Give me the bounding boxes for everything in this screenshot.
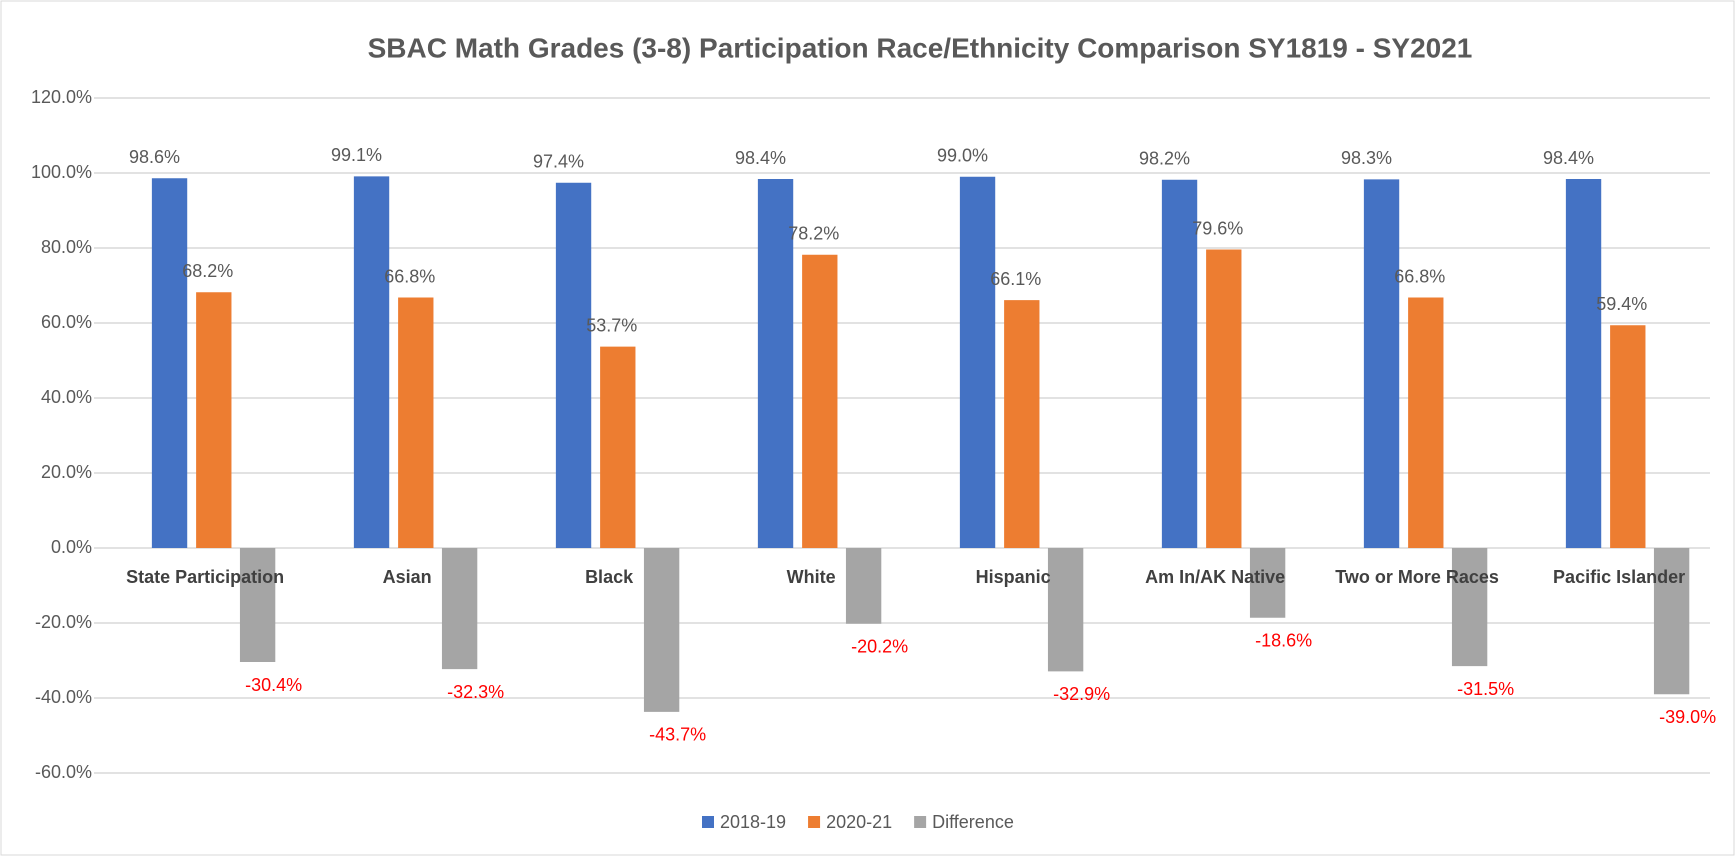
bar xyxy=(643,548,680,712)
bar xyxy=(1451,548,1488,667)
data-label: 98.6% xyxy=(129,147,180,167)
y-tick-label: -20.0% xyxy=(35,612,92,632)
data-label: 98.4% xyxy=(1543,148,1594,168)
bar xyxy=(600,346,636,548)
chart-title: SBAC Math Grades (3-8) Participation Rac… xyxy=(368,32,1473,63)
data-label: 66.1% xyxy=(990,269,1041,289)
x-tick-label: Black xyxy=(585,567,634,587)
bar xyxy=(555,182,592,548)
bar xyxy=(1408,297,1444,548)
y-tick-label: 120.0% xyxy=(31,87,92,107)
data-label: 79.6% xyxy=(1192,218,1243,238)
data-label: -20.2% xyxy=(851,637,908,657)
data-label: 98.4% xyxy=(735,148,786,168)
data-label: -32.3% xyxy=(447,682,504,702)
bar xyxy=(151,178,188,548)
data-label: 66.8% xyxy=(384,266,435,286)
bar xyxy=(1653,548,1690,695)
data-label: -43.7% xyxy=(649,725,706,745)
x-tick-label: State Participation xyxy=(126,567,284,587)
data-label: -30.4% xyxy=(245,675,302,695)
x-tick-label: White xyxy=(787,567,836,587)
y-tick-label: 60.0% xyxy=(41,312,92,332)
data-label: 98.3% xyxy=(1341,148,1392,168)
legend-swatch xyxy=(702,816,714,828)
data-label: 59.4% xyxy=(1596,294,1647,314)
bar xyxy=(1565,179,1602,548)
legend-swatch xyxy=(808,816,821,828)
legend-label: 2020-21 xyxy=(826,812,892,832)
bar xyxy=(398,297,434,548)
bar xyxy=(1363,179,1400,548)
bar xyxy=(1004,300,1040,548)
data-label: -39.0% xyxy=(1659,707,1716,727)
y-tick-label: -40.0% xyxy=(35,687,92,707)
y-tick-label: 100.0% xyxy=(31,162,92,182)
data-label: 98.2% xyxy=(1139,149,1190,169)
data-label: 53.7% xyxy=(586,315,637,335)
bar xyxy=(845,548,882,624)
y-tick-label: -60.0% xyxy=(35,762,92,782)
bar xyxy=(441,548,478,670)
data-label: 97.4% xyxy=(533,152,584,172)
x-tick-label: Am In/AK Native xyxy=(1145,567,1285,587)
bar xyxy=(353,176,390,548)
bar xyxy=(1161,179,1198,548)
legend-label: Difference xyxy=(932,812,1014,832)
data-label: -31.5% xyxy=(1457,679,1514,699)
bar xyxy=(196,292,232,548)
bar xyxy=(1249,548,1286,618)
bar xyxy=(959,176,996,548)
x-tick-label: Asian xyxy=(383,567,432,587)
y-tick-label: 80.0% xyxy=(41,237,92,257)
y-tick-label: 20.0% xyxy=(41,462,92,482)
data-label: 66.8% xyxy=(1394,266,1445,286)
data-label: -18.6% xyxy=(1255,631,1312,651)
bar xyxy=(802,254,838,548)
data-label: 99.0% xyxy=(937,146,988,166)
legend-label: 2018-19 xyxy=(720,812,786,832)
data-label: 68.2% xyxy=(182,261,233,281)
legend-swatch xyxy=(914,816,927,828)
bar xyxy=(757,179,794,548)
bar xyxy=(1047,548,1084,672)
data-label: 78.2% xyxy=(788,224,839,244)
bar xyxy=(1206,249,1242,548)
bar xyxy=(239,548,276,662)
y-tick-label: 40.0% xyxy=(41,387,92,407)
data-label: -32.9% xyxy=(1053,684,1110,704)
x-tick-label: Hispanic xyxy=(976,567,1051,587)
x-tick-label: Two or More Races xyxy=(1335,567,1499,587)
y-tick-label: 0.0% xyxy=(51,537,92,557)
bar xyxy=(1610,325,1646,548)
x-tick-label: Pacific Islander xyxy=(1553,567,1685,587)
data-label: 99.1% xyxy=(331,145,382,165)
